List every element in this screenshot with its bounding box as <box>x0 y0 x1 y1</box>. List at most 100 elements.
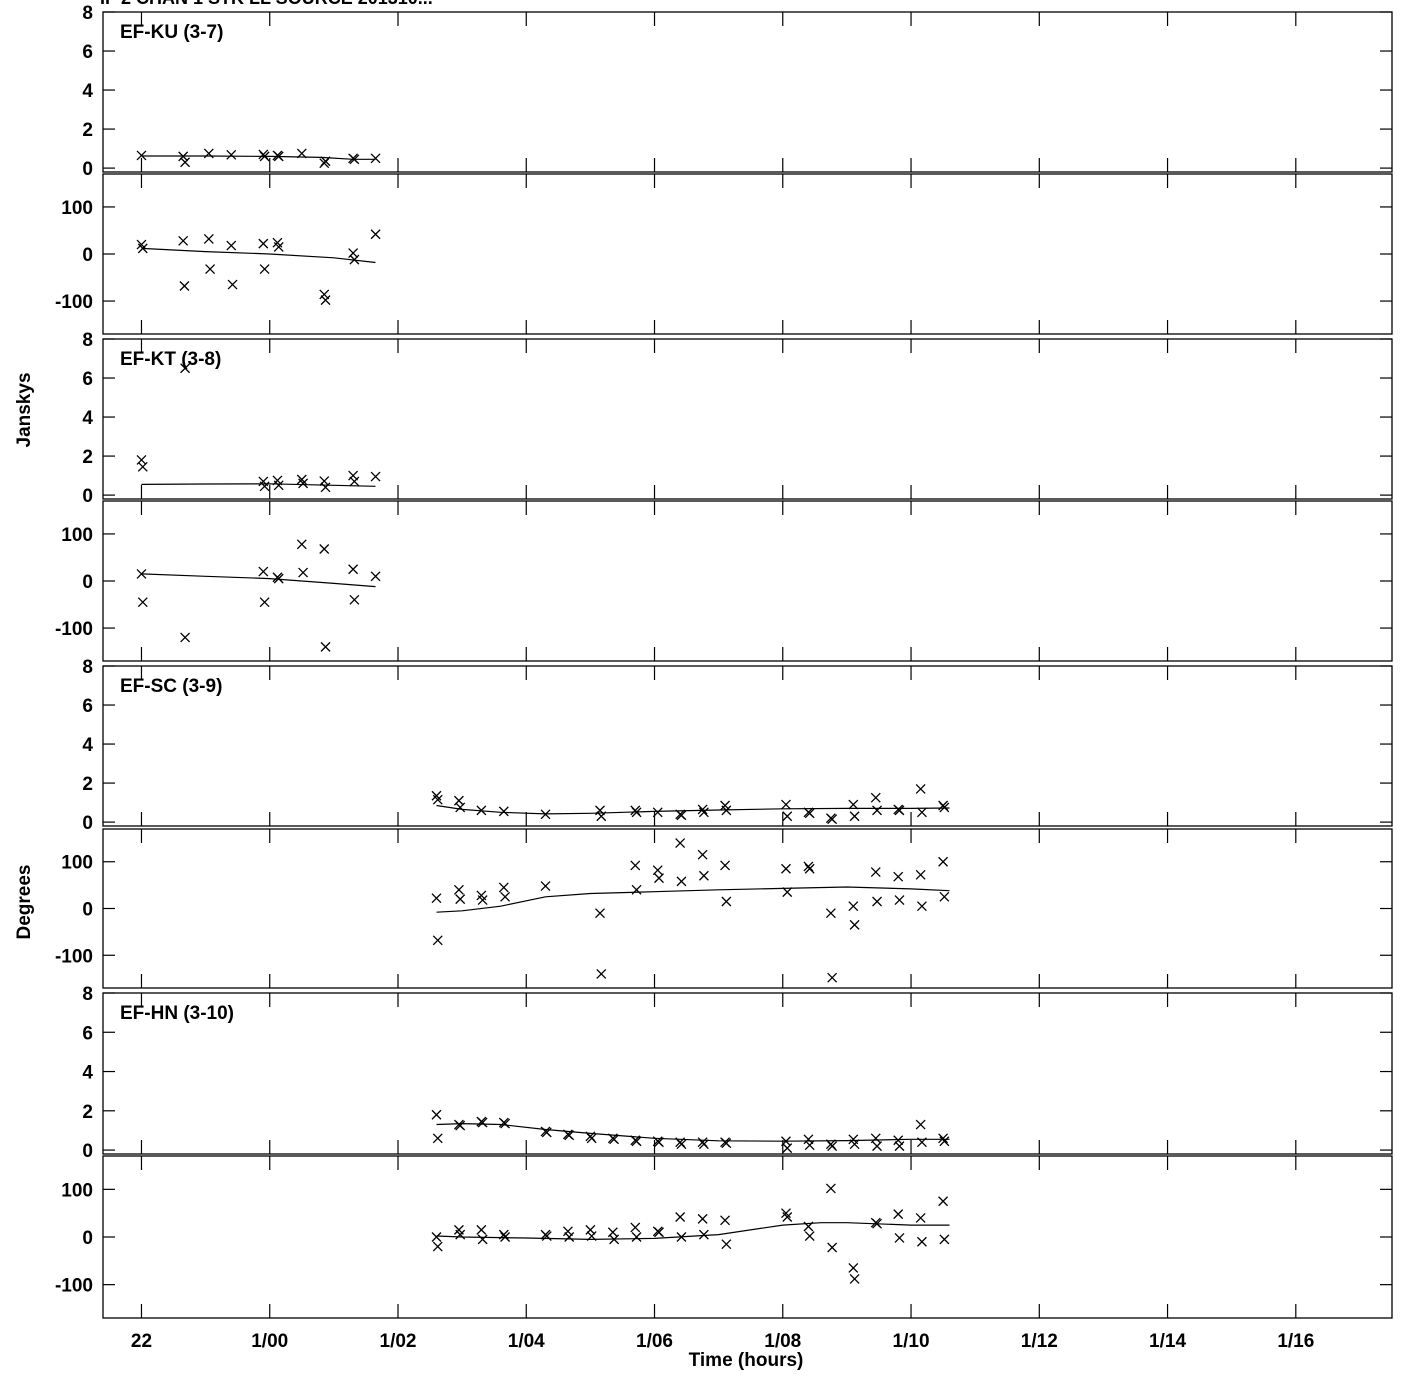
plot-header: IF 2 CHAN 1 STK LL SOURCE 201310... <box>100 0 433 8</box>
amplitude-panel-ytick-label: 4 <box>82 735 93 756</box>
phase-panel-data-point <box>825 1183 836 1194</box>
baseline-label: EF-SC (3-9) <box>120 676 222 697</box>
phase-panel-data-point <box>136 239 147 250</box>
amplitude-panel-data-point <box>586 1133 597 1144</box>
phase-panel-data-point <box>370 571 381 582</box>
amplitude-panel-data-point <box>803 1134 814 1145</box>
phase-panel-data-point <box>652 865 663 876</box>
amplitude-panel-data-point <box>893 1135 904 1146</box>
amplitude-panel-frame <box>102 11 1393 173</box>
amplitude-panel-data-point <box>349 154 360 165</box>
phase-panel-data-point <box>273 573 284 584</box>
amplitude-panel-data-point <box>894 1141 905 1152</box>
amplitude-panel-data-point <box>455 1120 466 1131</box>
baseline-label: EF-KT (3-8) <box>120 349 221 370</box>
amplitude-panel-ytick-label: 8 <box>82 657 93 678</box>
amplitude-panel-data-point <box>540 809 551 820</box>
phase-panel-data-point <box>827 972 838 983</box>
phase-panel-data-point <box>273 241 284 252</box>
amplitude-panel-model-line <box>141 155 376 160</box>
phase-panel-data-point <box>870 867 881 877</box>
amplitude-panel-data-point <box>654 1137 664 1148</box>
amplitude-panel-data-point <box>870 1133 881 1144</box>
amplitude-panel-data-point <box>609 1134 620 1145</box>
phase-panel-data-point <box>893 871 904 882</box>
phase-panel-data-point <box>476 1224 487 1235</box>
phase-panel-data-point <box>630 1222 641 1233</box>
x-tick-label: 1/04 <box>508 1331 545 1352</box>
amplitude-panel-data-point <box>476 805 487 816</box>
amplitude-panel-data-point <box>226 149 237 160</box>
phase-panel-data-point <box>915 869 926 880</box>
phase-panel-data-point <box>477 1234 488 1245</box>
phase-panel-ytick-label: 0 <box>82 900 93 921</box>
phase-panel-data-point <box>498 882 509 893</box>
amplitude-panel-data-point <box>596 811 607 822</box>
amplitude-panel-data-point <box>298 478 309 489</box>
phase-panel-data-point <box>136 568 147 579</box>
amplitude-panel-ytick-label: 6 <box>82 369 93 390</box>
amplitude-panel-data-point <box>872 1141 883 1152</box>
phase-panel-data-point <box>803 861 814 872</box>
amplitude-panel-data-point <box>698 807 709 818</box>
phase-panel-ytick-label: -100 <box>55 946 93 967</box>
phase-panel-ytick-label: 100 <box>61 525 93 546</box>
phase-panel-data-point <box>320 641 331 652</box>
phase-panel-data-point <box>609 1234 620 1245</box>
amplitude-panel-ytick-label: 0 <box>82 1141 93 1162</box>
x-tick-label: 1/12 <box>1021 1331 1058 1352</box>
phase-panel-data-point <box>453 884 464 895</box>
phase-panel-data-point <box>180 632 191 643</box>
phase-panel-data-point <box>477 895 488 906</box>
phase-panel-data-point <box>298 567 309 578</box>
x-tick-label: 1/10 <box>893 1331 930 1352</box>
phase-panel-data-point <box>804 1231 815 1242</box>
phase-panel-data-point <box>596 969 607 979</box>
amplitude-panel-data-point <box>849 811 860 822</box>
phase-panel-data-point <box>939 1234 950 1245</box>
baseline-panel-3: 0 2 4 6 8 -100 0 100 EF-SC (3-9) <box>55 657 1393 989</box>
phase-panel-model-line <box>141 573 376 588</box>
amplitude-panel-ytick-label: 0 <box>82 486 93 507</box>
amplitude-panel-data-point <box>370 153 381 164</box>
phase-panel-ytick-label: 100 <box>61 1180 93 1201</box>
amplitude-panel-data-point <box>939 1136 950 1147</box>
amplitude-panel-data-point <box>180 157 191 168</box>
amplitude-panel-data-point <box>827 814 838 825</box>
amplitude-panel-data-point <box>319 476 330 487</box>
amplitude-panel-data-point <box>849 1139 860 1150</box>
amplitude-panel-data-point <box>872 805 883 816</box>
amplitude-panel-data-point <box>136 150 147 161</box>
phase-panel-data-point <box>803 1221 814 1232</box>
phase-panel-data-point <box>872 896 883 907</box>
amplitude-panel-data-point <box>564 1130 575 1141</box>
amplitude-panel-data-point <box>916 807 927 818</box>
x-tick-label: 1/06 <box>636 1331 673 1352</box>
y-axis-title-amplitude: Janskys <box>14 372 35 447</box>
x-tick-label: 22 <box>131 1331 152 1352</box>
amplitude-panel-data-point <box>697 804 708 815</box>
phase-panel-data-point <box>676 876 687 887</box>
phase-panel-data-point <box>431 893 442 904</box>
amplitude-panel-ytick-label: 4 <box>82 1063 93 1084</box>
amplitude-panel-ytick-label: 2 <box>82 1102 93 1123</box>
phase-panel-ytick-label: 100 <box>61 853 93 874</box>
phase-panel-data-point <box>431 1232 442 1242</box>
amplitude-panel-data-point <box>652 807 663 818</box>
amplitude-panel-ytick-label: 0 <box>82 813 93 834</box>
phase-panel-data-point <box>848 1263 859 1273</box>
phase-panel-data-point <box>938 856 949 867</box>
phase-panel-data-point <box>349 594 360 605</box>
amplitude-panel-data-point <box>870 792 881 803</box>
baseline-panel-4: 0 2 4 6 8 -100 0 100 EF-HN (3-10) <box>55 984 1393 1319</box>
amplitude-panel-data-point <box>915 1119 926 1130</box>
amplitude-panel-ytick-label: 2 <box>82 447 93 468</box>
amplitude-panel-ytick-label: 2 <box>82 120 93 141</box>
amplitude-panel-ytick-label: 4 <box>82 408 93 429</box>
amplitude-panel-data-point <box>273 480 284 491</box>
phase-panel-data-point <box>720 1215 731 1226</box>
phase-panel-data-point <box>654 1227 664 1238</box>
phase-panel-data-point <box>849 919 860 930</box>
phase-panel-data-point <box>455 1229 466 1240</box>
amplitude-panel-data-point <box>721 805 732 816</box>
